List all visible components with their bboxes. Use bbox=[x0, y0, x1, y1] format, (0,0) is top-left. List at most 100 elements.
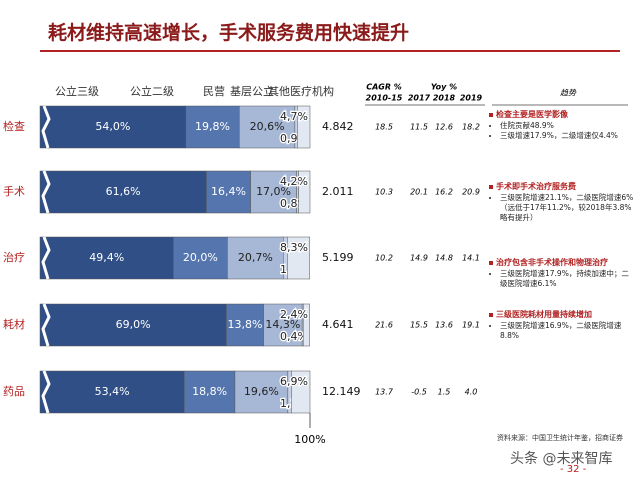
bar-segment bbox=[287, 236, 310, 280]
value-label: 54,0% bbox=[95, 120, 130, 133]
table-cell: 18.5 bbox=[375, 123, 393, 132]
slide-title: 耗材维持高速增长，手术服务费用快速提升 bbox=[48, 22, 410, 44]
bar-segment bbox=[183, 370, 236, 414]
table-cell: -0.5 bbox=[411, 388, 427, 397]
table-cell: 1.5 bbox=[438, 388, 451, 397]
value-label: 0,4% bbox=[280, 330, 308, 343]
table-cell: 10.2 bbox=[375, 254, 393, 263]
table-cell: 15.5 bbox=[410, 321, 428, 330]
bar-segment bbox=[227, 236, 284, 280]
table-cell: 14.1 bbox=[462, 254, 480, 263]
bar-segment bbox=[39, 303, 227, 347]
trend-header: 趋势 bbox=[560, 89, 577, 98]
value-label: 20,6% bbox=[250, 120, 285, 133]
bar-segment bbox=[39, 170, 207, 214]
value-label: 53,4% bbox=[95, 385, 130, 398]
total-label: 4.641 bbox=[322, 318, 354, 331]
value-label: 69,0% bbox=[116, 318, 151, 331]
table-cell: 14.9 bbox=[410, 254, 428, 263]
value-label: 20,0% bbox=[183, 251, 218, 264]
trend-title: 治疗包含非手术操作和物理治疗 bbox=[496, 258, 608, 267]
bar-segment bbox=[39, 236, 174, 280]
table-cell: 13.7 bbox=[375, 388, 394, 397]
year-header: 2019 bbox=[460, 94, 483, 103]
axis-break bbox=[41, 236, 51, 280]
total-label: 4.842 bbox=[322, 120, 354, 133]
value-label: 2,4% bbox=[280, 308, 308, 321]
table-cell: 13.6 bbox=[435, 321, 453, 330]
trend-title: 手术即手术治疗服务费 bbox=[496, 182, 576, 191]
value-label: 20,7% bbox=[238, 251, 273, 264]
cagr-period: 2010-15 bbox=[366, 94, 403, 103]
x-tick-label: 100% bbox=[294, 433, 325, 446]
category-label: 治疗 bbox=[3, 250, 25, 264]
trend-marker bbox=[489, 261, 493, 265]
bar-segment bbox=[39, 370, 185, 414]
trend-list: 三级医院增速21.1%，二级医院增速6%（远低于17年11.2%，较2018年3… bbox=[488, 193, 634, 223]
bar-segment bbox=[234, 370, 289, 414]
axis-break bbox=[41, 303, 51, 347]
trend-list: 住院贡献48.9%三级增速17.9%，二级增速仅4.4% bbox=[488, 121, 634, 141]
value-label: 8,3% bbox=[280, 241, 308, 254]
trend-block: 检查主要是医学影像住院贡献48.9%三级增速17.9%，二级增速仅4.4% bbox=[488, 110, 634, 141]
value-label: 13,8% bbox=[227, 318, 262, 331]
total-label: 2.011 bbox=[322, 185, 354, 198]
source: 资料来源：中国卫生统计年鉴，招商证券 bbox=[497, 434, 623, 442]
value-label: 14,3% bbox=[265, 318, 300, 331]
bar-segment bbox=[297, 105, 311, 149]
trend-marker bbox=[489, 185, 493, 189]
value-label: 4,7% bbox=[280, 110, 308, 123]
legend-label: 其他医疗机构 bbox=[268, 84, 334, 98]
year-header: 2018 bbox=[433, 94, 456, 103]
year-header: 2017 bbox=[408, 94, 431, 103]
total-label: 5.199 bbox=[322, 251, 354, 264]
page-number: - 32 - bbox=[560, 464, 587, 475]
trend-title: 三级医院耗材用量持续增加 bbox=[496, 310, 592, 319]
bar-segment bbox=[303, 303, 310, 347]
trend-bullet: 三级医院增速21.1%，二级医院增速6%（远低于17年11.2%，较2018年3… bbox=[500, 193, 634, 223]
table-cell: 19.1 bbox=[462, 321, 480, 330]
trend-bullet: 三级增速17.9%，二级增速仅4.4% bbox=[500, 131, 634, 141]
bar-segment bbox=[239, 105, 296, 149]
bar-segment bbox=[263, 303, 303, 347]
legend-label: 民营 bbox=[203, 84, 225, 98]
table-cell: 18.2 bbox=[462, 123, 480, 132]
trend-bullet: 三级医院增速17.9%，持续加速中；二级医院增速6.1% bbox=[500, 269, 634, 289]
value-label: 61,6% bbox=[106, 185, 141, 198]
axis-break bbox=[41, 370, 51, 414]
axis-break bbox=[41, 170, 51, 214]
bar-segment bbox=[250, 170, 297, 214]
value-label: 16,4% bbox=[211, 185, 246, 198]
table-cell: 4.0 bbox=[465, 388, 478, 397]
category-label: 手术 bbox=[3, 184, 25, 198]
bar-segment bbox=[298, 170, 311, 214]
total-label: 12.149 bbox=[322, 385, 361, 398]
bar-segment bbox=[291, 370, 311, 414]
bar-segment bbox=[226, 303, 264, 347]
trend-marker bbox=[489, 313, 493, 317]
legend-label: 公立三级 bbox=[55, 84, 99, 98]
table-cell: 11.5 bbox=[410, 123, 428, 132]
table-cell: 20.1 bbox=[410, 188, 428, 197]
trend-list: 三级医院增速17.9%，持续加速中；二级医院增速6.1% bbox=[488, 269, 634, 289]
table-cell: 12.6 bbox=[435, 123, 453, 132]
cagr-header: CAGR % bbox=[366, 83, 402, 92]
bar-segment bbox=[173, 236, 228, 280]
value-label: 17,0% bbox=[256, 185, 291, 198]
value-label: 19,8% bbox=[195, 120, 230, 133]
category-label: 药品 bbox=[3, 385, 25, 398]
category-label: 检查 bbox=[3, 119, 25, 133]
table-cell: 10.3 bbox=[375, 188, 393, 197]
trend-block: 三级医院耗材用量持续增加三级医院增速16.9%，二级医院增速8.8% bbox=[488, 310, 634, 341]
trend-list: 三级医院增速16.9%，二级医院增速8.8% bbox=[488, 321, 634, 341]
watermark: 头条 @未来智库 bbox=[510, 451, 613, 467]
trend-bullet: 三级医院增速16.9%，二级医院增速8.8% bbox=[500, 321, 634, 341]
value-label: 49,4% bbox=[89, 251, 124, 264]
category-label: 耗材 bbox=[3, 317, 25, 331]
legend-label: 基层公立 bbox=[230, 84, 274, 98]
bar-segment bbox=[39, 105, 187, 149]
yoy-header: Yoy % bbox=[431, 83, 457, 92]
value-label: 19,6% bbox=[244, 385, 279, 398]
